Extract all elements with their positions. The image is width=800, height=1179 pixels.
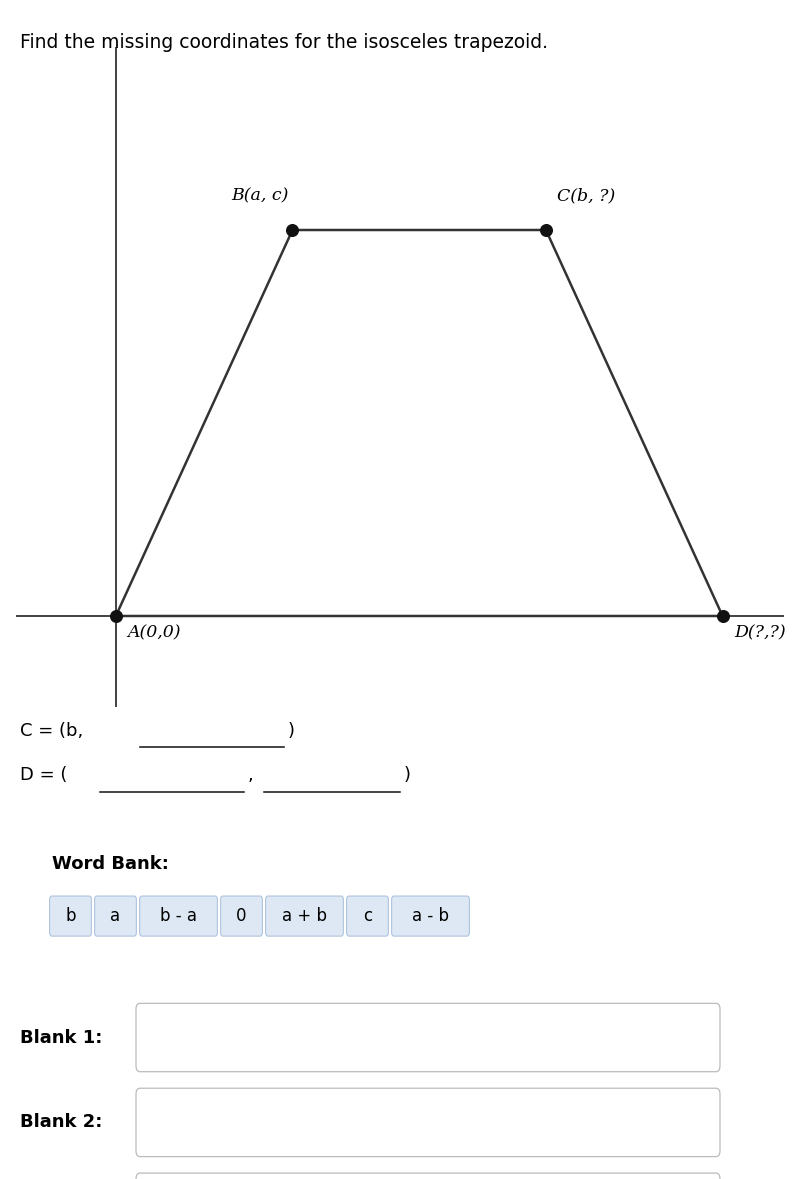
Text: Word Bank:: Word Bank: <box>52 855 169 872</box>
Text: ): ) <box>288 722 295 739</box>
Point <box>286 220 299 239</box>
Text: A(0,0): A(0,0) <box>127 624 181 641</box>
Text: a - b: a - b <box>412 907 449 926</box>
Text: B(a, c): B(a, c) <box>231 187 289 205</box>
Text: D(?,?): D(?,?) <box>734 624 786 641</box>
Text: Find the missing coordinates for the isosceles trapezoid.: Find the missing coordinates for the iso… <box>20 33 548 52</box>
Text: a + b: a + b <box>282 907 327 926</box>
Point <box>539 220 552 239</box>
Text: ): ) <box>404 766 411 784</box>
Point <box>716 606 729 625</box>
Text: Blank 1:: Blank 1: <box>20 1028 102 1047</box>
Text: b - a: b - a <box>160 907 197 926</box>
Text: c: c <box>363 907 372 926</box>
Text: ,: , <box>248 766 254 784</box>
Text: C(b, ?): C(b, ?) <box>558 187 616 205</box>
Text: C = (b,: C = (b, <box>20 722 83 739</box>
Text: a: a <box>110 907 121 926</box>
Point <box>110 606 122 625</box>
Text: b: b <box>66 907 76 926</box>
Text: 0: 0 <box>236 907 246 926</box>
Text: Blank 2:: Blank 2: <box>20 1113 102 1132</box>
Text: D = (: D = ( <box>20 766 67 784</box>
